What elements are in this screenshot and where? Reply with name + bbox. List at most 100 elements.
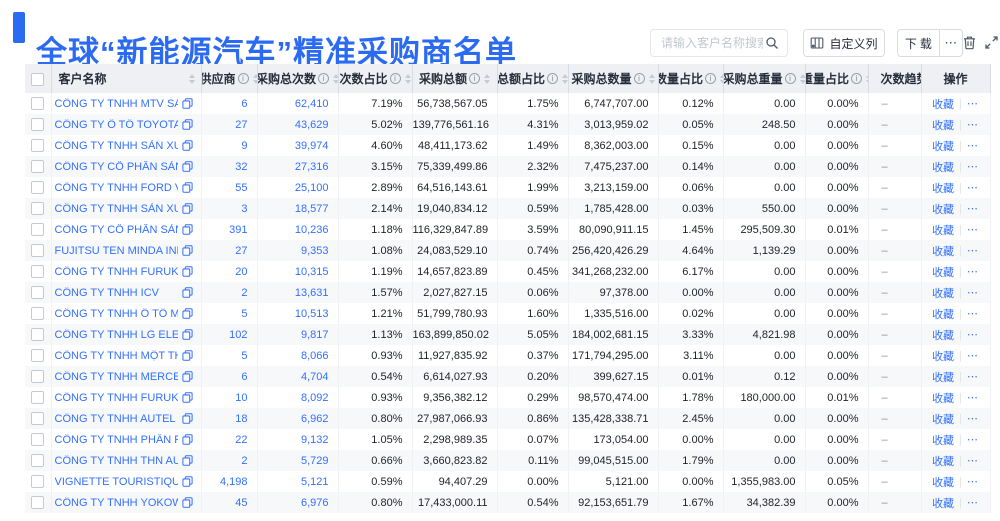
row-checkbox[interactable] bbox=[31, 244, 45, 257]
customer-name-link[interactable]: CÔNG TY TNHH FORD VIỆT NAM bbox=[54, 181, 178, 194]
customer-name-link[interactable]: CÔNG TY TNHH Ô TÔ MITSUBI... bbox=[54, 307, 178, 320]
row-checkbox[interactable] bbox=[31, 433, 45, 446]
favorite-button[interactable]: 收藏 bbox=[932, 308, 955, 321]
row-checkbox[interactable] bbox=[31, 496, 45, 509]
sort-icon[interactable] bbox=[404, 73, 411, 84]
column-header-purchase_count[interactable]: 采购总次数 bbox=[257, 64, 339, 93]
favorite-button[interactable]: 收藏 bbox=[932, 224, 955, 237]
row-checkbox[interactable] bbox=[31, 223, 45, 236]
customer-name-link[interactable]: CÔNG TY TNHH SẢN XUẤT VÀ ... bbox=[54, 202, 178, 215]
sort-icon[interactable] bbox=[252, 73, 256, 84]
sort-icon[interactable] bbox=[562, 73, 567, 84]
customize-columns-button[interactable]: 自定义列 bbox=[803, 29, 885, 57]
favorite-button[interactable]: 收藏 bbox=[932, 245, 955, 258]
sort-icon[interactable] bbox=[720, 73, 722, 84]
row-more-button[interactable]: ⋯ bbox=[966, 329, 979, 341]
download-button[interactable]: 下载 bbox=[898, 30, 939, 56]
copy-icon[interactable] bbox=[181, 287, 193, 298]
copy-icon[interactable] bbox=[181, 119, 193, 130]
copy-icon[interactable] bbox=[181, 392, 193, 403]
row-checkbox[interactable] bbox=[31, 97, 45, 110]
favorite-button[interactable]: 收藏 bbox=[932, 119, 955, 132]
favorite-button[interactable]: 收藏 bbox=[932, 287, 955, 300]
row-more-button[interactable]: ⋯ bbox=[966, 287, 979, 299]
row-checkbox[interactable] bbox=[31, 328, 45, 341]
info-icon[interactable] bbox=[237, 73, 249, 84]
sort-icon[interactable] bbox=[648, 73, 655, 84]
favorite-button[interactable]: 收藏 bbox=[932, 266, 955, 279]
favorite-button[interactable]: 收藏 bbox=[932, 497, 955, 510]
row-more-button[interactable]: ⋯ bbox=[966, 434, 979, 446]
copy-icon[interactable] bbox=[181, 98, 193, 109]
column-header-quantity_pct[interactable]: 数量占比 bbox=[658, 64, 724, 93]
customer-name-link[interactable]: CÔNG TY TNHH SẢN XUẤT VÀ ... bbox=[54, 139, 178, 152]
row-more-button[interactable]: ⋯ bbox=[966, 161, 979, 173]
row-more-button[interactable]: ⋯ bbox=[966, 266, 979, 278]
copy-icon[interactable] bbox=[181, 434, 193, 445]
row-more-button[interactable]: ⋯ bbox=[966, 455, 979, 467]
column-header-amount_pct[interactable]: 总额占比 bbox=[497, 64, 569, 93]
column-header-weight_pct[interactable]: 重量占比 bbox=[805, 64, 869, 93]
column-header-amount[interactable]: 采购总额 bbox=[412, 64, 498, 93]
favorite-button[interactable]: 收藏 bbox=[932, 203, 955, 216]
copy-icon[interactable] bbox=[181, 203, 193, 214]
info-icon[interactable] bbox=[389, 73, 401, 84]
row-checkbox[interactable] bbox=[31, 181, 45, 194]
customer-name-link[interactable]: CÔNG TY TNHH LG ELECTRON... bbox=[54, 328, 178, 341]
info-icon[interactable] bbox=[784, 73, 796, 84]
customer-name-link[interactable]: CÔNG TY TNHH AUTEL VIỆT N... bbox=[54, 412, 178, 425]
row-checkbox[interactable] bbox=[31, 286, 45, 299]
row-checkbox[interactable] bbox=[31, 160, 45, 173]
search-input[interactable] bbox=[659, 35, 765, 51]
row-more-button[interactable]: ⋯ bbox=[966, 119, 979, 131]
row-checkbox[interactable] bbox=[31, 475, 45, 488]
column-header-suppliers[interactable]: 供应商 bbox=[201, 64, 258, 93]
row-more-button[interactable]: ⋯ bbox=[966, 350, 979, 362]
sort-icon[interactable] bbox=[799, 73, 804, 84]
copy-icon[interactable] bbox=[181, 266, 193, 277]
favorite-button[interactable]: 收藏 bbox=[932, 413, 955, 426]
row-checkbox[interactable] bbox=[31, 265, 45, 278]
customer-name-link[interactable]: CÔNG TY TNHH PHÂN PHỐI T... bbox=[54, 433, 178, 446]
favorite-button[interactable]: 收藏 bbox=[932, 140, 955, 153]
info-icon[interactable] bbox=[469, 73, 480, 84]
row-checkbox[interactable] bbox=[31, 349, 45, 362]
copy-icon[interactable] bbox=[181, 245, 193, 256]
copy-icon[interactable] bbox=[181, 413, 193, 424]
row-more-button[interactable]: ⋯ bbox=[966, 497, 979, 509]
fullscreen-button[interactable] bbox=[982, 33, 1000, 51]
favorite-button[interactable]: 收藏 bbox=[932, 371, 955, 384]
favorite-button[interactable]: 收藏 bbox=[932, 329, 955, 342]
customer-name-link[interactable]: CÔNG TY TNHH MERCEDES–B... bbox=[54, 370, 178, 383]
row-checkbox[interactable] bbox=[31, 454, 45, 467]
row-checkbox[interactable] bbox=[31, 139, 45, 152]
row-more-button[interactable]: ⋯ bbox=[966, 224, 979, 236]
copy-icon[interactable] bbox=[181, 329, 193, 340]
row-more-button[interactable]: ⋯ bbox=[966, 476, 979, 488]
row-checkbox[interactable] bbox=[31, 412, 45, 425]
info-icon[interactable] bbox=[705, 73, 717, 84]
row-more-button[interactable]: ⋯ bbox=[966, 371, 979, 383]
info-icon[interactable] bbox=[633, 73, 645, 84]
search-icon[interactable] bbox=[765, 36, 779, 50]
favorite-button[interactable]: 收藏 bbox=[932, 392, 955, 405]
favorite-button[interactable]: 收藏 bbox=[932, 161, 955, 174]
copy-icon[interactable] bbox=[181, 182, 193, 193]
toolbar-more-button[interactable]: ⋯ bbox=[938, 30, 962, 56]
sort-icon[interactable] bbox=[866, 73, 867, 84]
copy-icon[interactable] bbox=[181, 224, 193, 235]
row-checkbox[interactable] bbox=[31, 202, 45, 215]
customer-name-link[interactable]: CÔNG TY TNHH ICV bbox=[54, 286, 160, 299]
copy-icon[interactable] bbox=[181, 371, 193, 382]
column-header-quantity[interactable]: 采购总数量 bbox=[568, 64, 659, 93]
favorite-button[interactable]: 收藏 bbox=[932, 434, 955, 447]
column-header-select[interactable] bbox=[25, 64, 52, 93]
sort-icon[interactable] bbox=[333, 73, 337, 84]
row-checkbox[interactable] bbox=[31, 118, 45, 131]
copy-icon[interactable] bbox=[181, 140, 193, 151]
delete-button[interactable] bbox=[960, 33, 978, 51]
copy-icon[interactable] bbox=[181, 497, 193, 508]
column-header-name[interactable]: 客户名称 bbox=[51, 64, 202, 93]
row-checkbox[interactable] bbox=[31, 370, 45, 383]
row-more-button[interactable]: ⋯ bbox=[966, 182, 979, 194]
